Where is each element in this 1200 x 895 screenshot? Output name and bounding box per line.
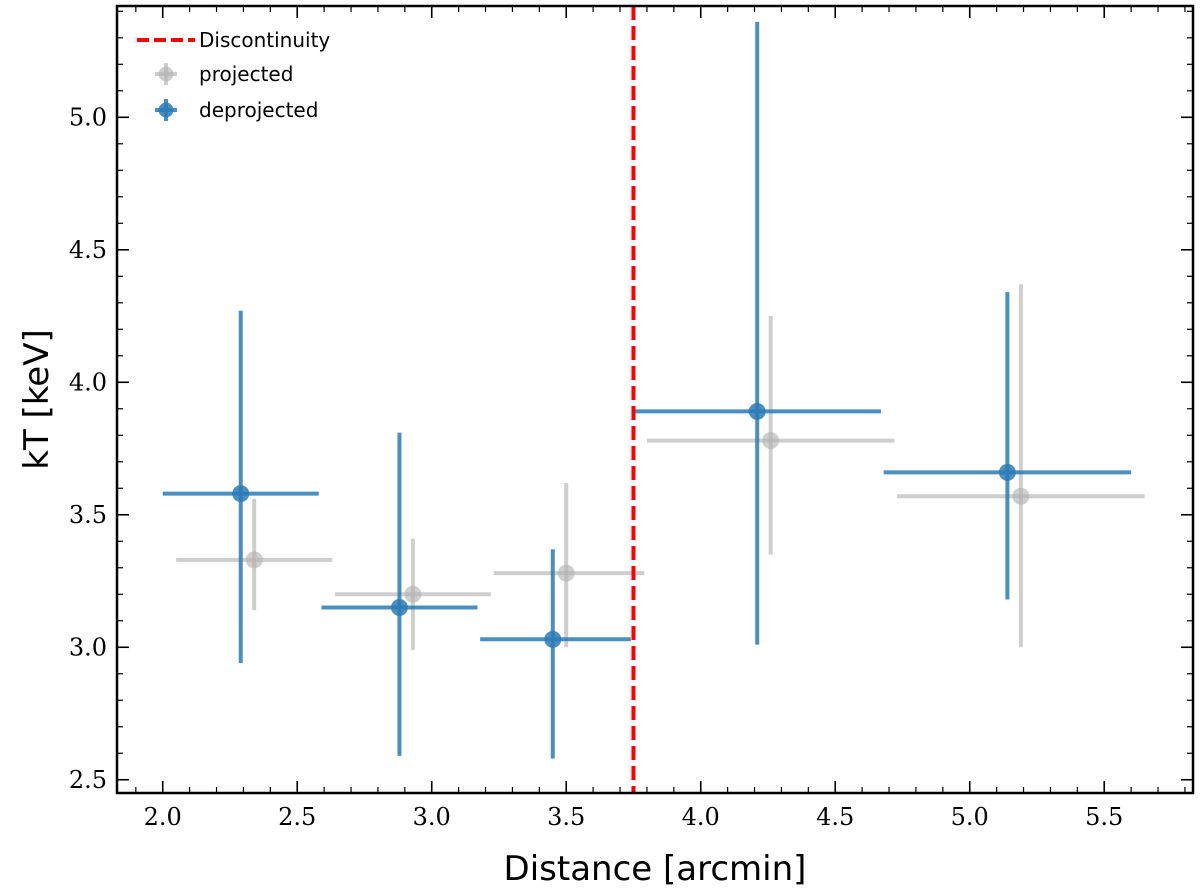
legend-projected-label: projected xyxy=(199,62,293,86)
x-tick-label: 4.5 xyxy=(816,803,854,831)
projected-point-4 xyxy=(1012,487,1030,505)
x-tick-label: 5.5 xyxy=(1085,803,1123,831)
y-tick-label: 5.0 xyxy=(69,103,107,131)
projected-point-2 xyxy=(557,564,575,582)
y-tick-label: 4.0 xyxy=(69,368,107,396)
projected-point-3 xyxy=(762,432,780,450)
x-axis-title: Distance [arcmin] xyxy=(504,849,807,889)
x-tick-label: 4.0 xyxy=(682,803,720,831)
x-tick-label: 3.0 xyxy=(413,803,451,831)
x-tick-label: 5.0 xyxy=(951,803,989,831)
series-deprojected xyxy=(162,21,1132,759)
legend: Discontinuity projected deprojected xyxy=(137,28,330,122)
legend-discontinuity-label: Discontinuity xyxy=(199,28,330,52)
y-axis-title: kT [keV] xyxy=(17,329,57,469)
x-tick-label: 2.0 xyxy=(144,803,182,831)
y-tick-label: 2.5 xyxy=(69,766,107,794)
y-tick-label: 3.0 xyxy=(69,633,107,661)
legend-projected-swatch xyxy=(155,63,177,85)
deprojected-point-4 xyxy=(998,463,1016,481)
leg-proj-swatch-dot xyxy=(158,66,174,82)
deprojected-point-3 xyxy=(748,402,766,420)
legend-deprojected-label: deprojected xyxy=(199,98,318,122)
tick-labels: 2.0 2.5 3.0 3.5 4.0 4.5 5.0 5.5 2.5 3.0 3.5 4.0 4.5 5… xyxy=(69,103,1123,831)
series-projected xyxy=(176,284,1145,650)
legend-deprojected-swatch xyxy=(155,99,177,121)
deprojected-point-2 xyxy=(544,630,562,648)
leg-deproj-swatch-dot xyxy=(158,102,174,118)
deprojected-point-0 xyxy=(232,485,250,503)
y-tick-label: 4.5 xyxy=(69,236,107,264)
x-tick-label: 3.5 xyxy=(547,803,585,831)
projected-point-1 xyxy=(404,585,422,603)
deprojected-point-1 xyxy=(390,599,408,617)
projected-point-0 xyxy=(245,551,263,569)
x-tick-label: 2.5 xyxy=(278,803,316,831)
y-tick-label: 3.5 xyxy=(69,501,107,529)
data-marks xyxy=(162,21,1145,759)
plot-frame xyxy=(115,4,1195,795)
